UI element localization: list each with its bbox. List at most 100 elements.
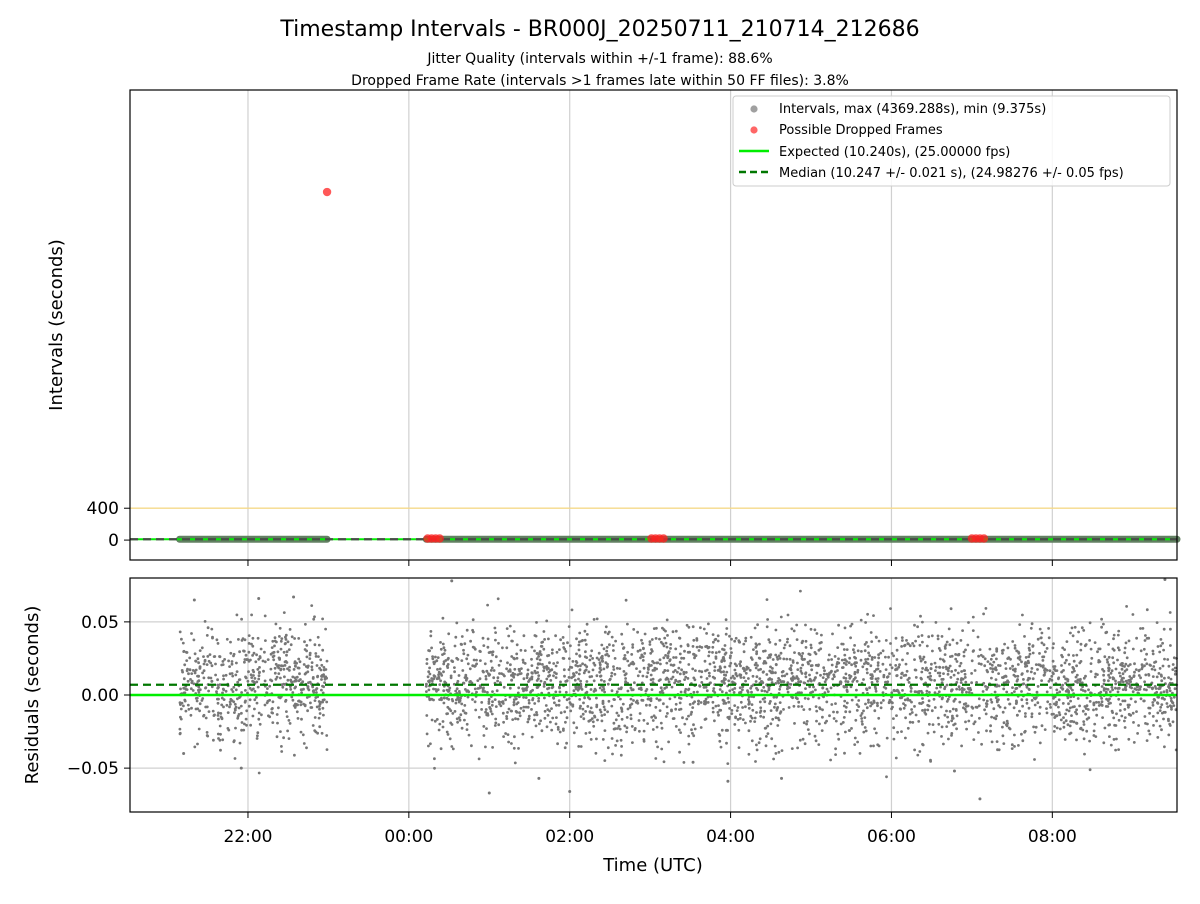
residual-point [208,653,212,656]
residual-point [620,717,624,721]
residual-point [659,640,663,644]
residual-point [855,679,859,683]
residual-point [664,715,668,718]
residual-point [1128,713,1131,717]
residual-point [982,612,985,616]
residual-point [437,673,440,677]
residual-point [877,656,881,660]
residual-point [582,717,586,721]
residual-point [593,715,597,719]
residual-point [674,629,678,633]
residual-point [638,670,642,674]
residual-point [522,696,525,699]
residual-point [538,722,541,726]
residual-point [991,670,995,674]
residual-point [184,709,188,713]
residual-point [446,663,450,666]
residual-point [1151,687,1154,691]
legend-marker-intervals [750,105,758,113]
residual-point [1125,656,1129,660]
residual-point [788,686,791,689]
residual-point [1158,709,1162,712]
residual-point [775,695,778,699]
residual-point [515,710,519,714]
residual-point [711,706,715,710]
residual-point [679,690,683,694]
residual-point [490,703,494,707]
residual-point [948,643,952,647]
residual-point [484,708,488,711]
residual-point [460,659,464,662]
residual-point [648,640,652,644]
residual-point [494,717,498,721]
residual-point [785,640,789,644]
residual-point [321,617,324,621]
residual-point [1061,655,1064,659]
residual-point [873,685,877,689]
residual-point [664,654,667,657]
residual-point [794,696,798,700]
residual-point [758,737,762,741]
residual-point [1114,667,1118,671]
residual-point [763,709,766,713]
residual-point [771,658,775,661]
residual-point [543,696,546,700]
residual-point [479,686,483,689]
dropped-frame-point [659,534,668,543]
residual-point [965,690,968,694]
residual-point [463,711,467,715]
residual-point [734,636,738,640]
residual-point [984,702,988,705]
residual-point [306,709,309,713]
residual-point [640,681,644,685]
residual-point [892,737,896,741]
residual-point [898,663,901,667]
residual-point [482,686,485,690]
residual-point [204,716,208,720]
residual-point [844,705,848,709]
residual-point [1069,731,1073,735]
residual-point [212,714,216,717]
residual-point [707,650,711,654]
residual-point [790,747,794,750]
residual-point [613,672,617,676]
residual-point [956,677,960,681]
residual-point [989,667,992,670]
residual-point [651,660,654,663]
residual-point [979,653,983,657]
residual-point [1004,667,1008,670]
residual-point [805,722,808,726]
residual-point [591,668,595,672]
residual-point [463,642,467,646]
residual-point [1051,646,1055,650]
residual-point [813,676,817,680]
residual-point [215,638,219,642]
residual-point [1116,633,1120,637]
residual-point [892,726,896,730]
residual-point [950,689,953,693]
residual-point [753,626,757,630]
residual-point [633,681,636,685]
residual-point [1038,705,1042,709]
residual-point [930,634,934,638]
residual-point [620,632,624,636]
residual-point [535,711,538,714]
residual-point [192,638,196,642]
residual-point [1131,613,1135,616]
residual-point [797,700,801,704]
residual-point [742,642,746,646]
residual-point [567,668,571,671]
residual-point [651,719,655,722]
residual-point [1030,699,1034,702]
residual-point [1106,660,1109,664]
residual-point [1097,701,1101,704]
residual-point [1123,651,1127,655]
residual-point [537,697,541,700]
residual-point [743,669,746,673]
residual-point [219,715,223,719]
residual-point [579,679,582,683]
residual-point [612,649,615,652]
residual-point [870,702,874,706]
residual-point [1055,688,1059,692]
residual-point [722,655,725,659]
